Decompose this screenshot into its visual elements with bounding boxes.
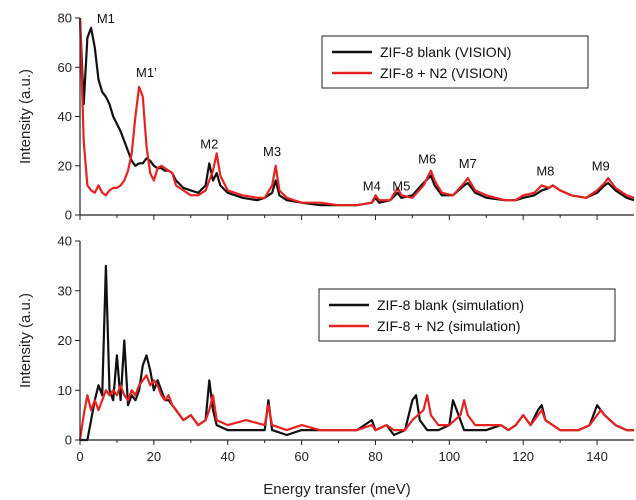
peak-label-M9: M9	[592, 159, 610, 174]
y-tick-label: 20	[58, 333, 72, 348]
x-tick-label: 140	[586, 449, 608, 464]
peak-label-M1: M1’	[136, 65, 157, 80]
x-tick-label: 0	[76, 449, 83, 464]
series-line-n2	[78, 374, 634, 441]
legend-entry: ZIF-8 blank (VISION)	[380, 44, 511, 60]
x-tick-label: 100	[438, 449, 460, 464]
x-axis-label: Energy transfer (meV)	[263, 481, 411, 498]
peak-label-M8: M8	[536, 164, 554, 179]
y-tick-label: 10	[58, 383, 72, 398]
legend-box	[321, 35, 589, 89]
y-axis-label: Intensity (a.u.)	[17, 293, 34, 388]
peak-label-M7: M7	[459, 156, 477, 171]
y-axis-label: Intensity (a.u.)	[17, 69, 34, 164]
y-tick-label: 30	[58, 283, 72, 298]
x-tick-label: 80	[368, 449, 382, 464]
legend-box	[318, 288, 616, 342]
x-tick-label: 120	[512, 449, 534, 464]
legend-entry: ZIF-8 + N2 (VISION)	[380, 65, 508, 81]
y-tick-label: 40	[58, 234, 72, 249]
x-tick-label: 40	[220, 449, 234, 464]
peak-label-M3: M3	[263, 144, 281, 159]
peak-label-M1: M1	[97, 11, 115, 26]
peak-label-M5: M5	[392, 178, 410, 193]
y-tick-label: 0	[65, 433, 72, 448]
y-tick-label: 20	[58, 158, 72, 173]
panel-vision: 0 20 40 60 80 Intensity (a.u.) M1 M1’ M2 M3 M4 M5 M6…	[17, 11, 635, 223]
y-tick-label: 0	[65, 208, 72, 223]
y-tick-label: 40	[58, 109, 72, 124]
peak-label-M6: M6	[418, 151, 436, 166]
x-tick-label: 60	[294, 449, 308, 464]
y-tick-label: 80	[58, 11, 72, 26]
peak-label-M4: M4	[363, 178, 381, 193]
legend-entry: ZIF-8 + N2 (simulation)	[377, 318, 521, 334]
panel-simulation: 0 10 20 30 40 0 20 40 60 80 100 120 140 Intensity (a.…	[17, 234, 634, 498]
series-line-n2	[78, 17, 635, 207]
y-tick-label: 60	[58, 60, 72, 75]
peak-label-M2: M2	[200, 137, 218, 152]
series-line-blank	[78, 17, 635, 207]
legend-entry: ZIF-8 blank (simulation)	[377, 297, 524, 313]
x-tick-label: 20	[147, 449, 161, 464]
